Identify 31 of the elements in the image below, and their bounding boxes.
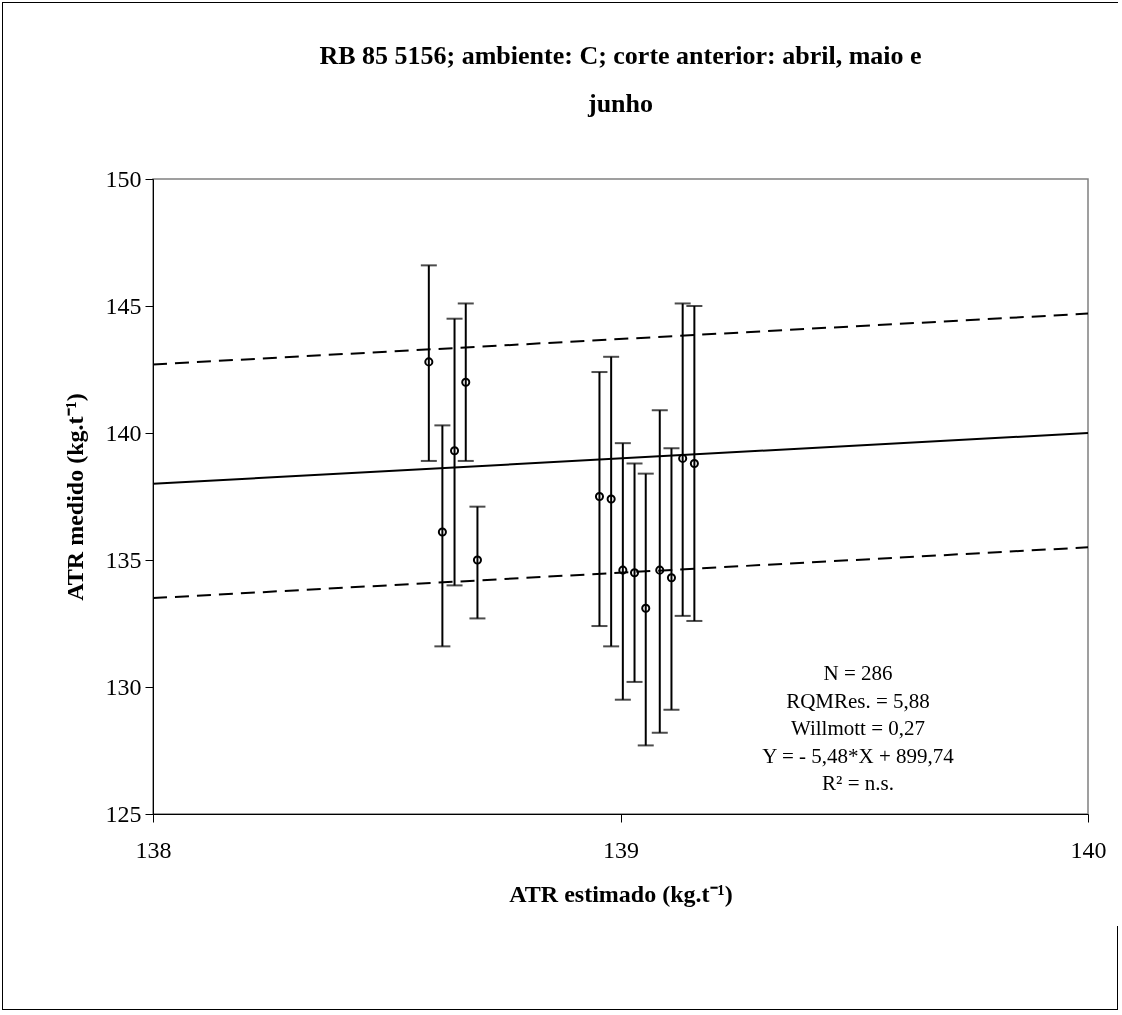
point xyxy=(437,527,447,537)
annotation: N = 286 xyxy=(823,661,893,685)
y-tick-label: 140 xyxy=(105,419,142,446)
point xyxy=(629,568,640,578)
annotation: R² = n.s. xyxy=(822,771,894,795)
point xyxy=(618,565,628,575)
point xyxy=(678,453,688,463)
annotation: Y = - 5,48*X + 899,74 xyxy=(762,743,955,768)
x-tick-label: 139 xyxy=(603,836,639,863)
point xyxy=(461,377,471,387)
point xyxy=(641,603,651,613)
y-tick-label: 145 xyxy=(105,292,142,319)
point xyxy=(655,565,665,575)
point xyxy=(450,446,460,456)
point xyxy=(666,573,676,583)
point xyxy=(472,555,482,565)
chart-title: RB 85 5156; ambiente: C; corte anterior: abril, maio e junho xyxy=(319,41,922,118)
point xyxy=(424,357,434,367)
annotation: Willmott = 0,27 xyxy=(790,716,926,740)
point xyxy=(606,494,616,504)
y-tick-label: 125 xyxy=(105,800,142,827)
point xyxy=(689,458,699,469)
y-tick-label: 150 xyxy=(105,165,142,192)
y-axis-title: ATR medido (kg.t⁻¹) xyxy=(61,393,88,601)
annotation: RQMRes. = 5,88 xyxy=(786,688,930,713)
x-axis-title: ATR estimado (kg.t⁻¹) xyxy=(509,880,733,907)
point xyxy=(594,491,604,502)
x-tick-label: 140 xyxy=(1070,836,1107,863)
y-tick-label: 135 xyxy=(105,546,142,573)
y-tick-label: 130 xyxy=(105,673,142,700)
x-tick-label: 138 xyxy=(135,836,172,863)
